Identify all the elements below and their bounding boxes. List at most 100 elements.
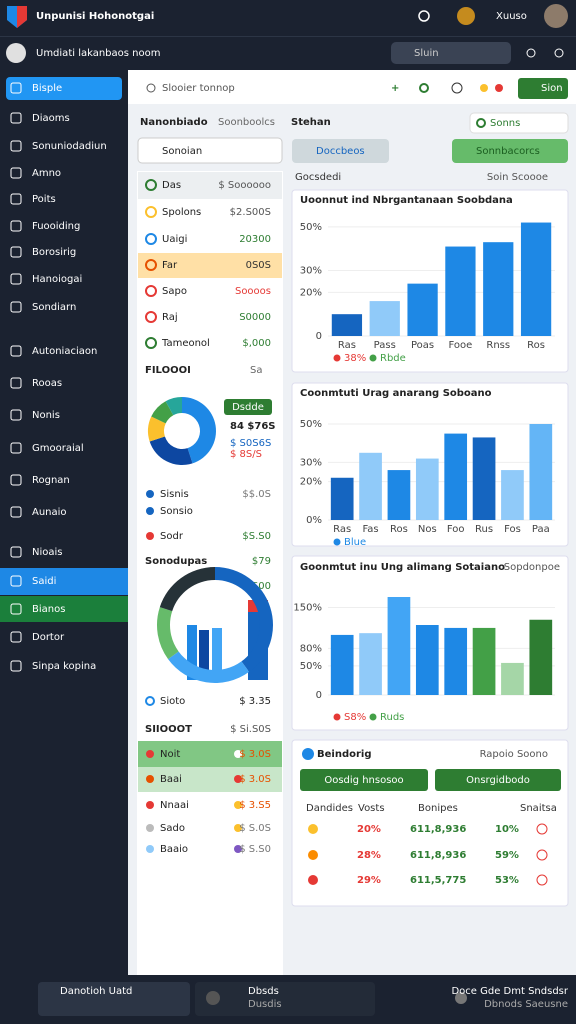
- item-label[interactable]: Sapo: [162, 286, 187, 297]
- select-text[interactable]: Doccbeos: [316, 146, 365, 157]
- column-header: Vosts: [358, 803, 385, 814]
- row-icon: [146, 801, 154, 809]
- chip-text[interactable]: Sonns: [490, 118, 520, 129]
- row-icon: [146, 824, 154, 832]
- row-dot: [234, 845, 242, 853]
- icon[interactable]: [419, 83, 429, 93]
- button[interactable]: [224, 399, 272, 415]
- cell: 611,5,775: [410, 875, 466, 886]
- menu-item[interactable]: Nioais: [32, 547, 63, 558]
- select[interactable]: [137, 137, 283, 164]
- chart-title: Coonmtuti Urag anarang Soboano: [300, 388, 492, 399]
- select[interactable]: [452, 139, 568, 163]
- button[interactable]: [435, 769, 561, 791]
- icon[interactable]: [526, 48, 536, 58]
- menu-item[interactable]: Fuooiding: [32, 221, 80, 232]
- menu-item[interactable]: Borosirig: [32, 247, 76, 258]
- menu-icon: [10, 301, 22, 313]
- menu-item[interactable]: Sinpa kopina: [32, 661, 96, 672]
- menu-item[interactable]: Sondiarn: [32, 302, 76, 313]
- row-value: $ 3.35: [239, 696, 271, 707]
- legend-entry: Blue: [344, 537, 366, 548]
- icon[interactable]: [495, 84, 503, 92]
- item-label[interactable]: Far: [162, 260, 178, 271]
- section-title: Sonodupas: [145, 556, 207, 567]
- menu-item[interactable]: Autoniaciaon: [32, 346, 97, 357]
- item-icon: [145, 337, 157, 349]
- chip[interactable]: [469, 112, 569, 134]
- row-label: Sodr: [160, 531, 184, 542]
- item-label[interactable]: Raj: [162, 312, 178, 323]
- menu-item[interactable]: Nonis: [32, 410, 60, 421]
- select[interactable]: [292, 139, 389, 163]
- donut-slice: [147, 416, 166, 442]
- y-tick-label: 0: [316, 331, 322, 342]
- button-label[interactable]: Oosdig hnsosoo: [324, 775, 403, 786]
- menu-item[interactable]: Rognan: [32, 475, 70, 486]
- task-label[interactable]: Dusdis: [248, 999, 282, 1010]
- menu-item[interactable]: Aunaio: [32, 507, 67, 518]
- icon[interactable]: [451, 82, 463, 94]
- section-value: $79: [252, 556, 271, 567]
- avatar[interactable]: [6, 43, 26, 63]
- menu-item[interactable]: Bisple: [32, 83, 62, 94]
- menu-item[interactable]: Diaoms: [32, 113, 70, 124]
- button-label[interactable]: Dsdde: [232, 402, 264, 413]
- task[interactable]: [195, 982, 375, 1016]
- row-bg: [138, 741, 282, 767]
- menu-item[interactable]: Poits: [32, 194, 56, 205]
- row-dot: [234, 775, 242, 783]
- row-label: Noit: [160, 749, 180, 760]
- menu-item[interactable]: Sonuniodadiun: [32, 141, 107, 152]
- label: Soin Scoooe: [487, 172, 548, 183]
- active-item: [0, 568, 128, 595]
- x-tick-label: Pass: [374, 340, 396, 351]
- task-label[interactable]: Dbsds: [248, 986, 279, 997]
- item-label[interactable]: Uaigi: [162, 234, 187, 245]
- item-label[interactable]: Spolons: [162, 207, 201, 218]
- row-label: Sioto: [160, 696, 185, 707]
- search-text[interactable]: Slooier tonnop: [162, 83, 235, 94]
- button-label[interactable]: Onsrgidbodo: [466, 775, 530, 786]
- donut-slice: [159, 567, 215, 612]
- menu-icon: [10, 546, 22, 558]
- button[interactable]: [300, 769, 428, 791]
- tab[interactable]: Soonboolcs: [218, 117, 275, 128]
- menu-item[interactable]: Amno: [32, 168, 61, 179]
- select-text[interactable]: Sonnbacorcs: [476, 146, 540, 157]
- donut-slice: [149, 436, 193, 465]
- icon: [302, 748, 314, 760]
- item-label[interactable]: Tameonol: [161, 338, 210, 349]
- search-text[interactable]: Sluin: [414, 48, 439, 59]
- menu-item[interactable]: Rooas: [32, 378, 62, 389]
- search-icon[interactable]: [418, 10, 430, 22]
- menu-item[interactable]: Dortor: [32, 632, 65, 643]
- task[interactable]: [38, 982, 190, 1016]
- x-tick-label: Fos: [504, 524, 521, 535]
- chip-icon: [476, 118, 486, 128]
- button-label[interactable]: Sion: [541, 83, 563, 94]
- menu-icon: [10, 575, 22, 587]
- item-value: S0000: [239, 312, 271, 323]
- menu-item[interactable]: Hanoiogai: [32, 274, 82, 285]
- badge[interactable]: [457, 7, 475, 25]
- avatar[interactable]: [544, 4, 568, 28]
- y-tick-label: 0%: [306, 515, 322, 526]
- menu-item[interactable]: Saidi: [32, 576, 56, 587]
- row-icon: [536, 849, 548, 861]
- item-label[interactable]: Das: [162, 180, 181, 191]
- task-label[interactable]: Danotioh Uatd: [60, 986, 132, 997]
- row-icon: [146, 845, 154, 853]
- menu-icon: [10, 409, 22, 421]
- menu-icon: [10, 377, 22, 389]
- bar: [444, 627, 468, 695]
- icon[interactable]: [554, 48, 564, 58]
- menu-item[interactable]: Bianos: [32, 604, 65, 615]
- select-text[interactable]: Sonoian: [162, 146, 202, 157]
- search-box[interactable]: [391, 42, 511, 64]
- menu-item[interactable]: Gmooraial: [32, 443, 84, 454]
- icon[interactable]: [480, 84, 488, 92]
- icon[interactable]: +: [391, 83, 399, 94]
- button[interactable]: [518, 78, 568, 99]
- bar: [415, 625, 439, 695]
